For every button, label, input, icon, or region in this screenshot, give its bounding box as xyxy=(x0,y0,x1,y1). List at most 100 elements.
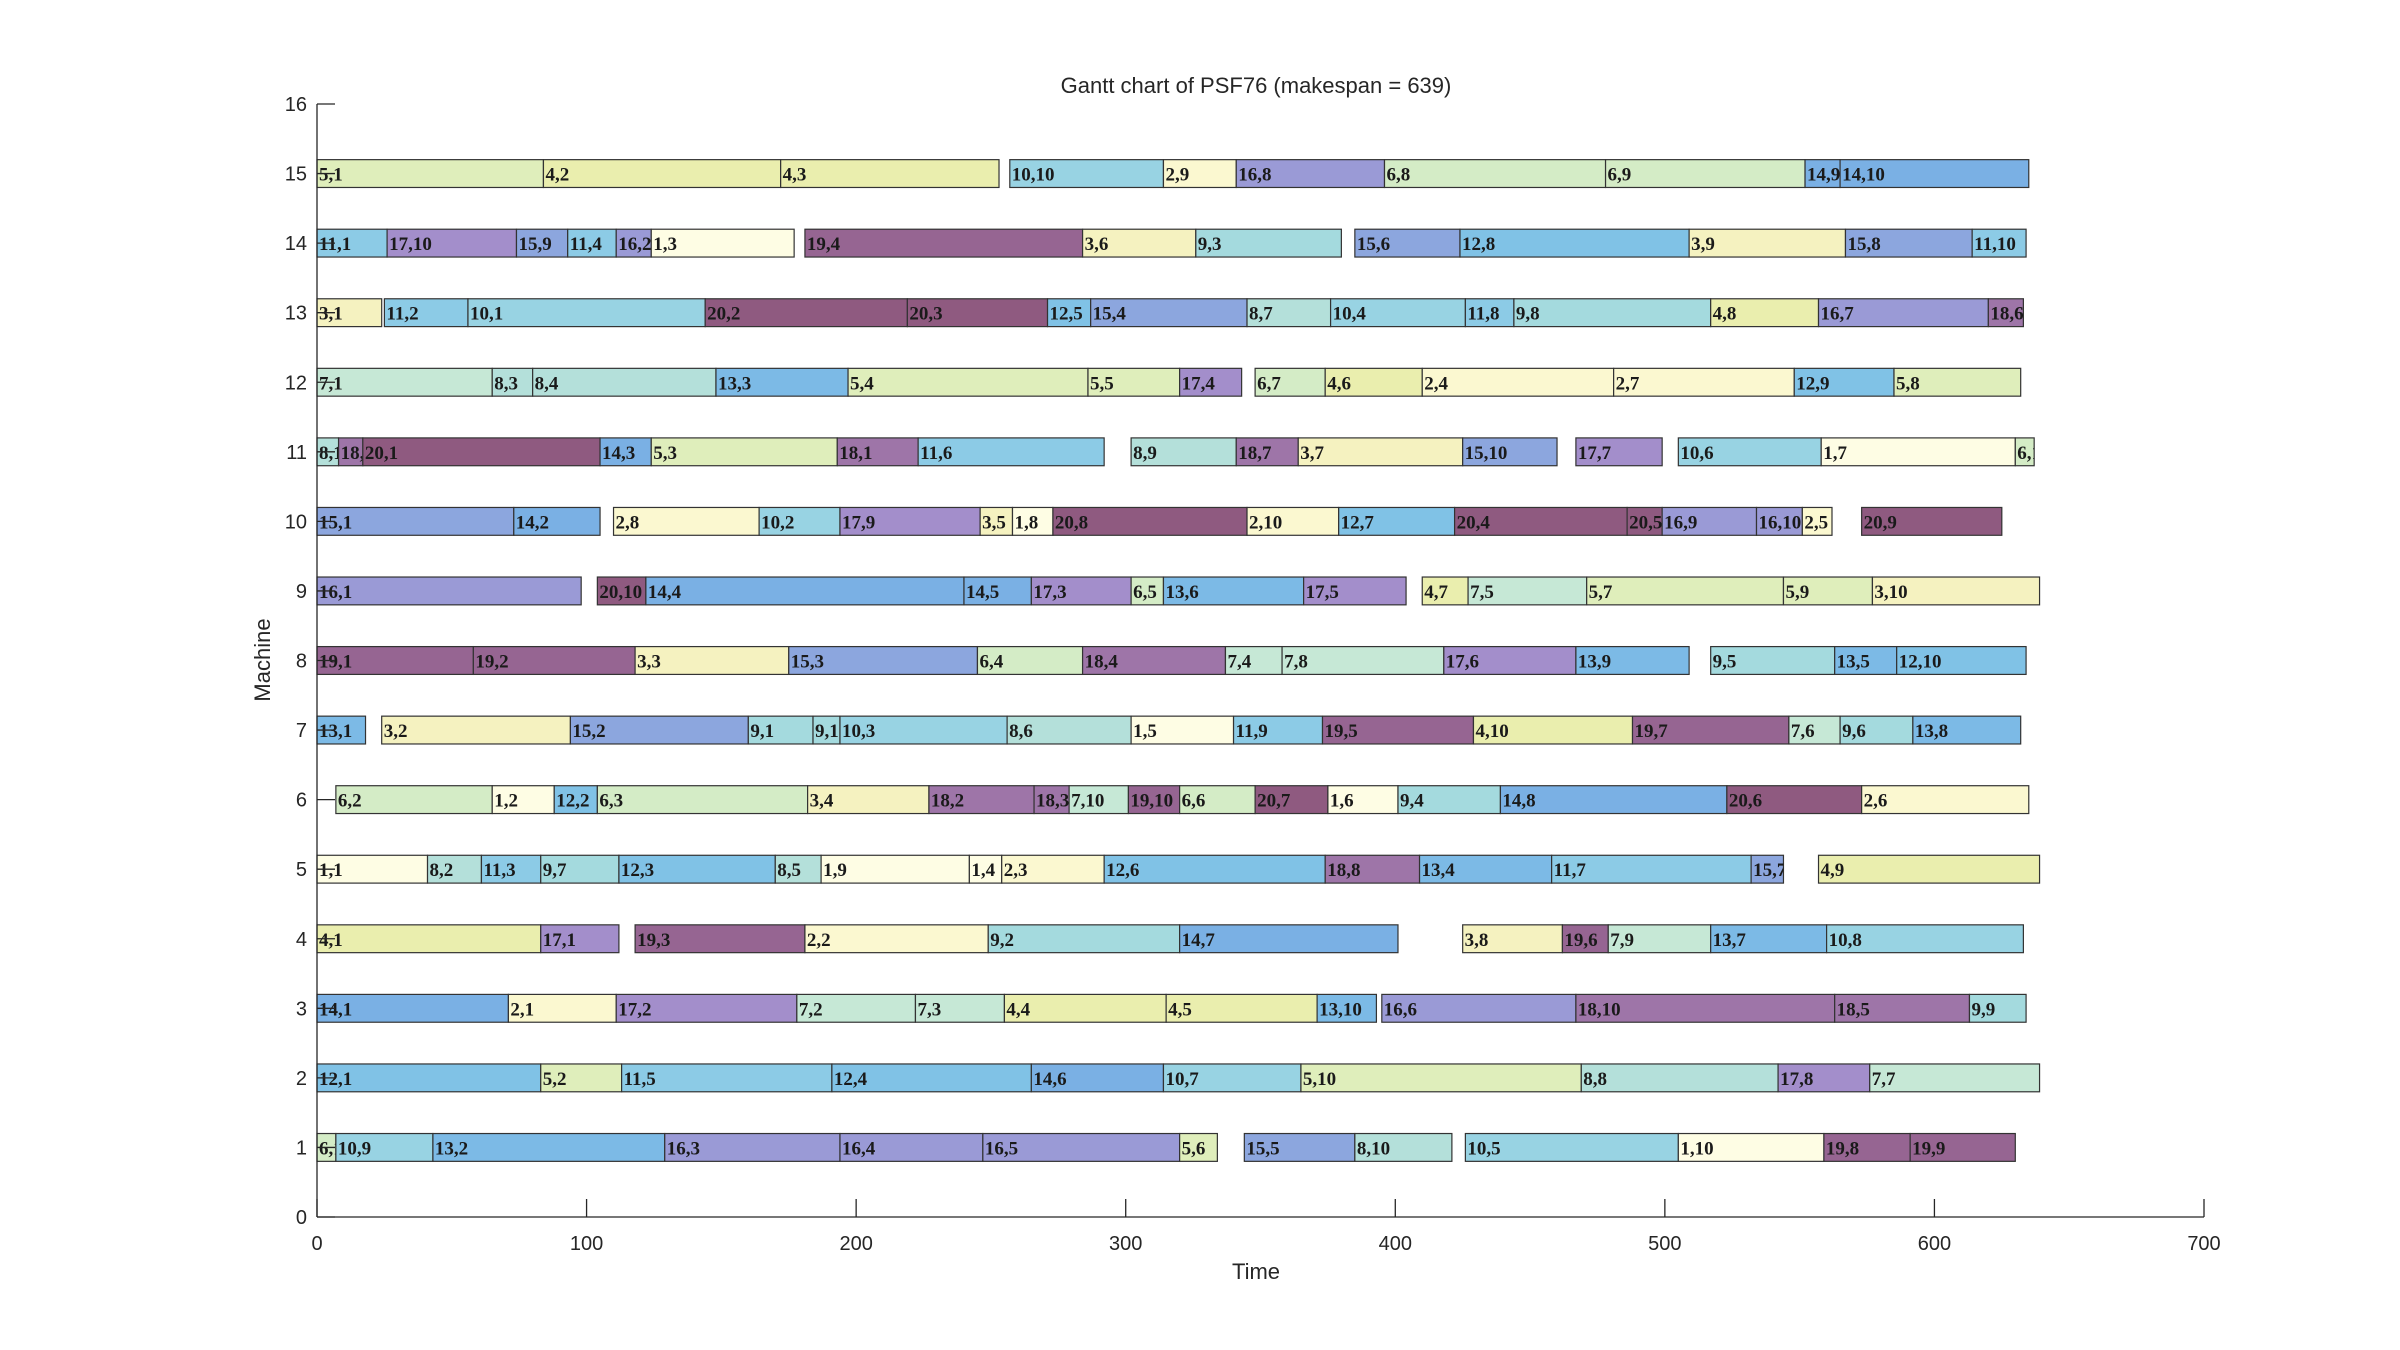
operation-label: 11,2 xyxy=(386,304,418,325)
operation-label: 18,7 xyxy=(1238,443,1272,464)
operation-bar: 17,5 xyxy=(1303,576,1407,606)
operation-bar: 17,8 xyxy=(1777,1063,1871,1093)
operation-label: 20,7 xyxy=(1257,791,1291,812)
operation-bar: 3,6 xyxy=(1081,228,1197,258)
operation-label: 11,3 xyxy=(483,860,515,881)
operation-bar: 2,3 xyxy=(1001,854,1105,884)
operation-label: 13,2 xyxy=(435,1138,468,1159)
operation-label: 3,7 xyxy=(1300,443,1324,464)
operation-bar: 3,5 xyxy=(979,506,1014,536)
operation-rect xyxy=(917,437,1105,467)
operation-label: 9,5 xyxy=(1713,652,1737,673)
operation-bar: 11,5 xyxy=(621,1063,833,1093)
operation-rect xyxy=(1710,924,1828,954)
operation-label: 12,5 xyxy=(1050,304,1083,325)
operation-rect xyxy=(715,367,849,397)
operation-label: 17,8 xyxy=(1780,1069,1813,1090)
operation-bar: 17,7 xyxy=(1575,437,1663,467)
operation-rect xyxy=(1777,1063,1871,1093)
operation-rect xyxy=(1869,1063,2041,1093)
operation-rect xyxy=(599,437,652,467)
operation-label: 8,8 xyxy=(1583,1069,1607,1090)
operation-bar: 14,6 xyxy=(1030,1063,1165,1093)
operation-label: 15,4 xyxy=(1093,304,1127,325)
operation-bar: 11,10 xyxy=(1971,228,2027,258)
operation-bar: 7,1 xyxy=(316,367,493,397)
operation-label: 15,1 xyxy=(319,512,352,533)
operation-label: 11,7 xyxy=(1554,860,1587,881)
x-tick-label: 400 xyxy=(1379,1233,1412,1255)
operation-bar: 20,8 xyxy=(1052,506,1248,536)
operation-label: 10,4 xyxy=(1333,304,1367,325)
operation-label: 1,2 xyxy=(494,791,518,812)
operation-bar: 4,8 xyxy=(1710,298,1820,328)
operation-rect xyxy=(1006,715,1132,745)
operation-rect xyxy=(1421,367,1615,397)
operation-label: 5,5 xyxy=(1090,373,1114,394)
operation-bar: 2,1 xyxy=(507,993,617,1023)
operation-rect xyxy=(507,993,617,1023)
operation-label: 17,3 xyxy=(1033,582,1066,603)
operation-rect xyxy=(1893,367,2022,397)
operation-bar: 7,8 xyxy=(1281,645,1445,676)
operation-rect xyxy=(615,993,798,1023)
operation-bar: 9,1 xyxy=(747,715,814,745)
x-axis-label: Time xyxy=(1232,1259,1280,1284)
operation-rect xyxy=(316,993,509,1023)
operation-rect xyxy=(1462,437,1558,467)
operation-label: 2,7 xyxy=(1616,373,1640,394)
operation-rect xyxy=(1081,645,1227,676)
operation-label: 13,8 xyxy=(1915,721,1948,742)
operation-bar: 15,5 xyxy=(1243,1132,1356,1162)
operation-label: 10,8 xyxy=(1829,930,1862,951)
chart-title: Gantt chart of PSF76 (makespan = 639) xyxy=(1061,73,1452,98)
operation-label: 20,9 xyxy=(1864,512,1897,533)
operation-rect xyxy=(1871,576,2041,606)
operation-bar: 19,5 xyxy=(1321,715,1475,745)
operation-rect xyxy=(532,367,717,397)
operation-bar: 7,10 xyxy=(1068,785,1130,815)
operation-label: 9,1 xyxy=(815,721,839,742)
operation-bar: 5,9 xyxy=(1782,576,1874,606)
operation-rect xyxy=(1839,159,2030,189)
operation-bar: 4,10 xyxy=(1472,715,1634,745)
operation-label: 19,6 xyxy=(1564,930,1597,951)
operation-label: 6,10 xyxy=(2017,443,2050,464)
operation-label: 16,8 xyxy=(1238,165,1271,186)
operation-bar: 5,4 xyxy=(847,367,1089,397)
operation-rect xyxy=(1755,506,1803,536)
operation-label: 3,10 xyxy=(1874,582,1907,603)
operation-label: 9,2 xyxy=(990,930,1014,951)
operation-rect xyxy=(1580,1063,1779,1093)
operation-rect xyxy=(1383,159,1607,189)
operation-bar: 20,3 xyxy=(906,298,1049,328)
operation-label: 11,1 xyxy=(319,234,351,255)
operation-bar: 9,8 xyxy=(1513,298,1712,328)
y-tick-label: 11 xyxy=(286,442,307,464)
operation-bar: 18,7 xyxy=(1235,437,1299,467)
operation-label: 4,1 xyxy=(319,930,343,951)
operation-rect xyxy=(615,228,652,258)
operation-bar: 4,6 xyxy=(1324,367,1423,397)
operation-label: 20,1 xyxy=(365,443,398,464)
operation-label: 1,8 xyxy=(1014,512,1038,533)
operation-rect xyxy=(1162,1063,1302,1093)
operation-label: 19,4 xyxy=(807,234,841,255)
operation-bar: 12,5 xyxy=(1046,298,1092,328)
operation-label: 19,1 xyxy=(319,652,352,673)
operation-label: 7,7 xyxy=(1872,1069,1896,1090)
operation-label: 11,6 xyxy=(920,443,952,464)
operation-label: 19,5 xyxy=(1325,721,1358,742)
operation-bar: 17,10 xyxy=(386,228,518,258)
operation-rect xyxy=(432,1132,666,1162)
operation-rect xyxy=(1300,1063,1582,1093)
operation-rect xyxy=(1817,854,2041,884)
operation-label: 8,7 xyxy=(1249,304,1273,325)
operation-bar: 1,9 xyxy=(820,854,970,884)
operation-bar: 12,10 xyxy=(1896,645,2027,676)
operation-bar: 18,4 xyxy=(1081,645,1227,676)
operation-bar: 18,1 xyxy=(836,437,919,467)
operation-rect xyxy=(540,1063,623,1093)
operation-rect xyxy=(812,715,841,745)
operation-label: 13,6 xyxy=(1165,582,1198,603)
